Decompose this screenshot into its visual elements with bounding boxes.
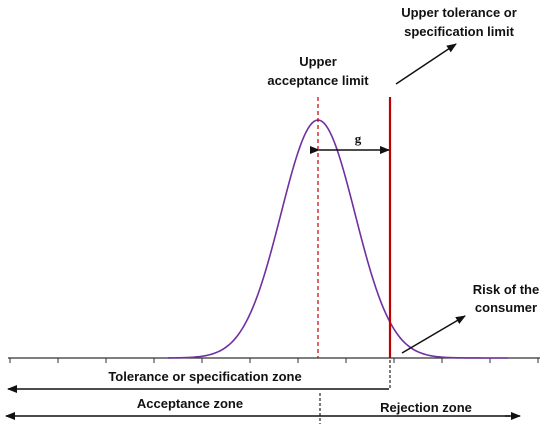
risk-consumer-pointer <box>401 315 466 354</box>
tolerance-zone-label: Tolerance or specification zone <box>108 369 301 384</box>
rejection-zone-label: Rejection zone <box>380 400 472 415</box>
guard-band-label: g <box>355 131 362 146</box>
distribution-curve <box>167 119 508 359</box>
risk-consumer-label-line1: Risk of the <box>473 282 539 297</box>
axis-ticks <box>9 358 539 363</box>
upper-tolerance-label-line2: specification limit <box>404 24 514 39</box>
acceptance-zone-label: Acceptance zone <box>137 396 243 411</box>
upper-tolerance-label-line1: Upper tolerance or <box>401 5 517 20</box>
upper-acceptance-label-line1: Upper <box>299 54 337 69</box>
upper-tolerance-pointer <box>395 43 457 85</box>
upper-acceptance-label-line2: acceptance limit <box>267 73 369 88</box>
risk-consumer-label-line2: consumer <box>475 300 537 315</box>
